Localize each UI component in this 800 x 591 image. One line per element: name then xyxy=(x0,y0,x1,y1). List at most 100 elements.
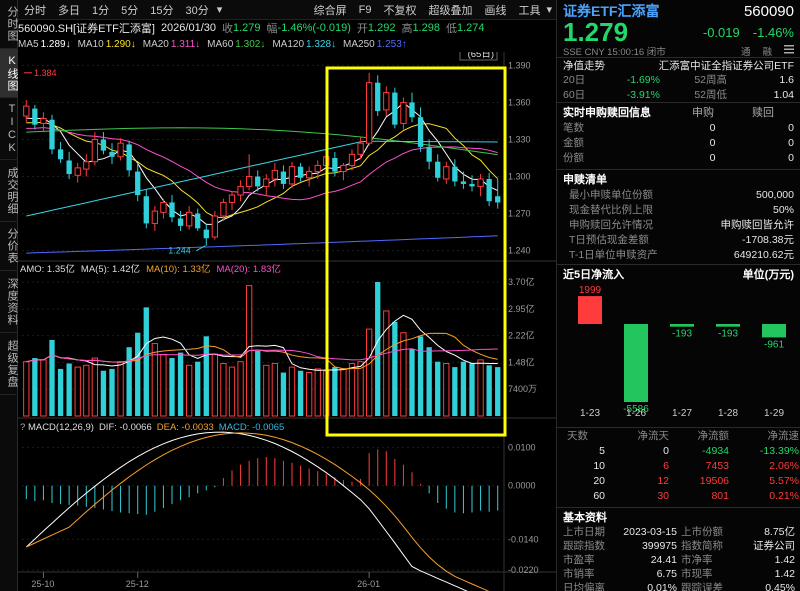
quote-date: 2026/01/30 xyxy=(160,22,216,34)
candle-body xyxy=(375,82,381,112)
flow-table-days: 5 xyxy=(599,445,605,457)
volume-bar xyxy=(177,352,184,416)
volume-bar xyxy=(392,321,398,416)
flow-value: -961 xyxy=(764,339,784,350)
basic-key: 上市日期 xyxy=(563,526,605,538)
candle-body xyxy=(160,201,167,213)
ma20-line xyxy=(26,127,498,201)
change-value: -1.46%(-0.019) xyxy=(277,22,351,34)
period-tab-4[interactable]: 15分 xyxy=(150,4,174,17)
flow-table-rate: 0.21% xyxy=(769,490,799,502)
price-tick: 1.240 xyxy=(508,246,531,256)
volume-bar xyxy=(126,347,132,416)
volume-bar xyxy=(74,366,81,417)
sidebar-item-0[interactable]: 分时图 xyxy=(0,0,18,49)
volume-bar xyxy=(160,353,167,417)
close-label: 收 xyxy=(222,23,233,35)
volume-bar xyxy=(263,364,270,417)
volume-bar xyxy=(185,364,193,417)
macd-help-icon[interactable]: ? xyxy=(20,422,28,433)
sidebar-item-1[interactable]: K线图 xyxy=(0,49,18,98)
period-count-tag[interactable]: (65日) xyxy=(468,52,494,60)
flow-table-rate: -13.39% xyxy=(759,445,799,457)
volume-bar xyxy=(195,361,201,416)
tool-button-3[interactable]: 超级叠加 xyxy=(428,4,473,17)
volume-bar xyxy=(400,332,407,417)
chevron-down-icon[interactable]: ▾ xyxy=(216,4,223,16)
candle-body xyxy=(477,178,484,187)
candle-body xyxy=(280,171,287,184)
period-tab-2[interactable]: 1分 xyxy=(92,4,110,17)
realtime-row: 笔数 0 0 xyxy=(557,120,800,135)
sidebar-item-2[interactable]: TICK xyxy=(0,98,18,160)
volume-tick: 7400万 xyxy=(508,384,537,394)
volume-bar xyxy=(486,365,492,416)
candle-body xyxy=(237,185,244,196)
price-tick: 1.390 xyxy=(508,60,531,70)
volume-bar xyxy=(220,362,227,417)
volume-bar xyxy=(452,367,458,416)
basic-value: 399975 xyxy=(641,540,677,552)
sidebar-item-3[interactable]: 成交明细 xyxy=(0,160,18,222)
change-label: 幅 xyxy=(266,23,278,35)
tool-button-5[interactable]: 工具 xyxy=(518,4,541,17)
candle-body xyxy=(348,153,356,166)
tool-button-4[interactable]: 画线 xyxy=(484,4,507,17)
realtime-subscribe: 0 xyxy=(709,136,716,149)
kline-chart[interactable]: 1.390 1.360 1.330 1.300 1.270 1.240 (65日) 1.384… xyxy=(18,52,556,591)
close-value: 1.279 xyxy=(233,22,261,34)
flow-table-count: 0 xyxy=(663,445,669,457)
volume-bar xyxy=(83,364,90,417)
ma-value-3: 1.302↓ xyxy=(235,38,266,50)
volume-bar xyxy=(417,336,424,416)
high-value: 1.298 xyxy=(412,22,440,34)
volume-bar xyxy=(32,358,38,416)
basic-key: 上市份额 xyxy=(681,526,723,538)
period-count-box xyxy=(459,52,498,61)
macd-tick: 0.0100 xyxy=(508,442,536,452)
candle-body xyxy=(365,82,373,144)
tool-button-1[interactable]: F9 xyxy=(358,3,372,16)
nav-trend-label[interactable]: 净值走势 xyxy=(563,59,605,72)
flow-date: 1-26 xyxy=(626,408,646,419)
redeem-list: 最小申赎单位份额 500,000 现金替代比例上限 50% 申购赎回允许情况 申购赎回皆允… xyxy=(557,187,800,262)
candle-body xyxy=(469,183,475,187)
candle-body xyxy=(83,161,90,170)
volume-bar xyxy=(100,370,107,416)
redeem-row: 最小申赎单位份额 500,000 xyxy=(557,187,800,202)
volume-tick: 2.22亿 xyxy=(508,330,535,341)
redeem-row: T日预估现金差额 -1708.38元 xyxy=(557,232,800,247)
period-tab-5[interactable]: 30分 xyxy=(185,4,209,17)
flow-title: 近5日净流入 xyxy=(563,268,625,281)
candle-body xyxy=(460,181,467,184)
tools-dropdown-icon[interactable]: ▾ xyxy=(546,4,552,16)
tool-button-0[interactable]: 综合屏 xyxy=(313,4,347,17)
candle-body xyxy=(143,196,149,224)
flow-table-rate: 5.57% xyxy=(769,475,799,487)
period-tab-1[interactable]: 多日 xyxy=(58,4,80,17)
basic-key: 跟踪指数 xyxy=(563,540,605,552)
nav-period: 20日 xyxy=(563,74,586,86)
basic-key: 指数简称 xyxy=(681,540,723,552)
basic-value: 0.45% xyxy=(765,582,795,591)
volume-bar xyxy=(271,362,279,417)
sidebar-item-4[interactable]: 分价表 xyxy=(0,222,18,271)
volume-bar xyxy=(332,367,338,416)
period-tab-0[interactable]: 分时 xyxy=(24,4,46,17)
realtime-subscribe: 0 xyxy=(709,151,716,164)
basic-key: 市销率 xyxy=(563,568,595,580)
menu-icon[interactable] xyxy=(784,44,794,57)
candle-body xyxy=(340,164,347,173)
redeem-row: T-1日单位申赎资产 649210.62元 xyxy=(557,247,800,262)
volume-legend-ma10: MA(10): 1.33亿 xyxy=(146,263,210,275)
period-tab-3[interactable]: 5分 xyxy=(121,4,139,17)
redeem-key: 申购赎回允许情况 xyxy=(569,219,653,231)
redeem-value: -1708.38元 xyxy=(742,234,794,246)
tool-button-2[interactable]: 不复权 xyxy=(383,4,417,17)
flow-value: 1999 xyxy=(579,285,602,296)
sidebar-item-6[interactable]: 超级复盘 xyxy=(0,333,18,395)
sidebar-item-5[interactable]: 深度资料 xyxy=(0,271,18,333)
flow-bar xyxy=(762,324,786,338)
candle-body xyxy=(220,201,227,217)
volume-bar xyxy=(409,349,415,416)
